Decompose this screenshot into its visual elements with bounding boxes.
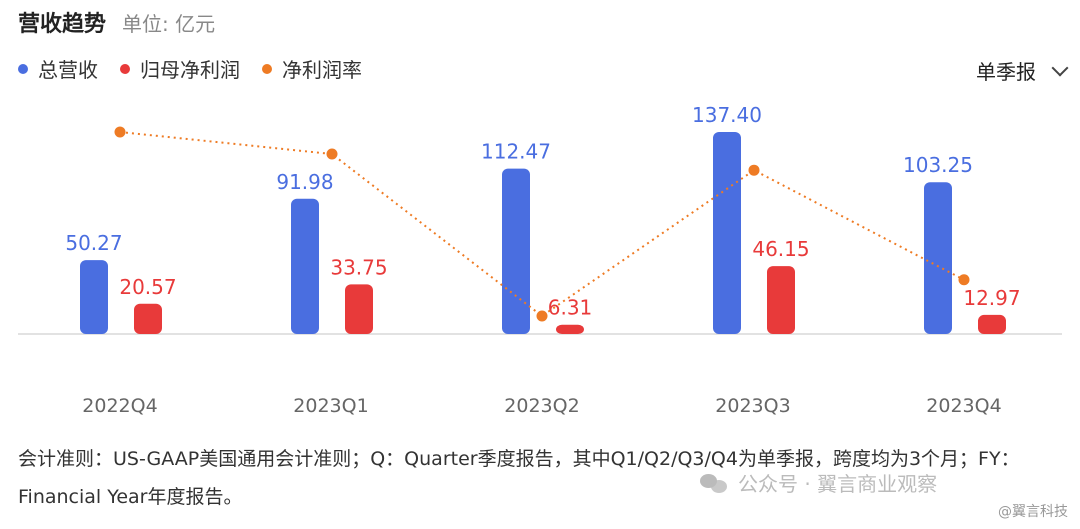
bar-revenue xyxy=(291,198,319,334)
legend-dot-icon xyxy=(18,63,28,74)
point-net-margin xyxy=(326,148,338,160)
period-select-label: 单季报 xyxy=(976,60,1036,84)
data-label-revenue: 112.47 xyxy=(481,140,551,164)
data-label-net-profit: 33.75 xyxy=(330,255,387,279)
watermark: 公众号 · 翼言商业观察 xyxy=(700,468,937,497)
legend-dot-icon xyxy=(262,63,272,74)
bar-revenue xyxy=(713,132,741,334)
wechat-icon xyxy=(700,472,728,494)
data-label-net-profit: 12.97 xyxy=(963,286,1020,310)
bar-net-profit xyxy=(345,284,373,334)
watermark-handle: @翼言科技 xyxy=(998,504,1068,520)
point-net-margin xyxy=(536,310,548,322)
bar-net-profit xyxy=(556,324,584,334)
chart-plot: 50.2720.572022Q491.9833.752023Q1112.476.… xyxy=(18,103,1062,417)
legend-item-revenue[interactable]: 总营收 xyxy=(18,54,98,83)
point-net-margin xyxy=(958,274,970,286)
watermark-text: 公众号 · 翼言商业观察 xyxy=(738,472,938,496)
x-tick-label: 2023Q3 xyxy=(715,395,790,417)
x-tick-label: 2023Q4 xyxy=(926,395,1001,417)
point-net-margin xyxy=(748,164,760,176)
bar-revenue xyxy=(924,182,952,334)
legend-label: 净利润率 xyxy=(282,58,362,82)
data-label-revenue: 103.25 xyxy=(903,153,973,177)
legend-label: 总营收 xyxy=(38,58,98,82)
bar-net-profit xyxy=(134,303,162,334)
unit-label: 单位: 亿元 xyxy=(122,12,216,36)
footnote: 会计准则：US-GAAP美国通用会计准则；Q：Quarter季度报告，其中Q1/… xyxy=(18,448,1020,508)
legend: 总营收 归母净利润 净利润率 xyxy=(18,54,384,83)
legend-label: 归母净利润 xyxy=(140,58,240,82)
bar-net-profit xyxy=(767,266,795,334)
chart-title: 营收趋势 xyxy=(18,12,107,37)
point-net-margin xyxy=(114,126,126,138)
data-label-revenue: 50.27 xyxy=(65,231,122,255)
bar-revenue xyxy=(502,168,530,334)
data-label-net-profit: 20.57 xyxy=(119,275,176,299)
legend-item-net-margin[interactable]: 净利润率 xyxy=(262,54,362,83)
x-tick-label: 2022Q4 xyxy=(82,395,157,417)
legend-item-net-profit[interactable]: 归母净利润 xyxy=(120,54,240,83)
data-label-net-profit: 46.15 xyxy=(752,237,809,261)
chart-header: 营收趋势 单位: 亿元 xyxy=(18,6,215,38)
legend-dot-icon xyxy=(120,63,130,74)
bar-net-profit xyxy=(978,314,1006,334)
chevron-down-icon xyxy=(1051,59,1069,76)
period-select[interactable]: 单季报 xyxy=(976,56,1069,85)
bar-revenue xyxy=(80,260,108,334)
x-tick-label: 2023Q1 xyxy=(293,395,368,417)
data-label-revenue: 91.98 xyxy=(276,170,333,194)
x-tick-label: 2023Q2 xyxy=(504,395,579,417)
data-label-revenue: 137.40 xyxy=(692,103,762,127)
